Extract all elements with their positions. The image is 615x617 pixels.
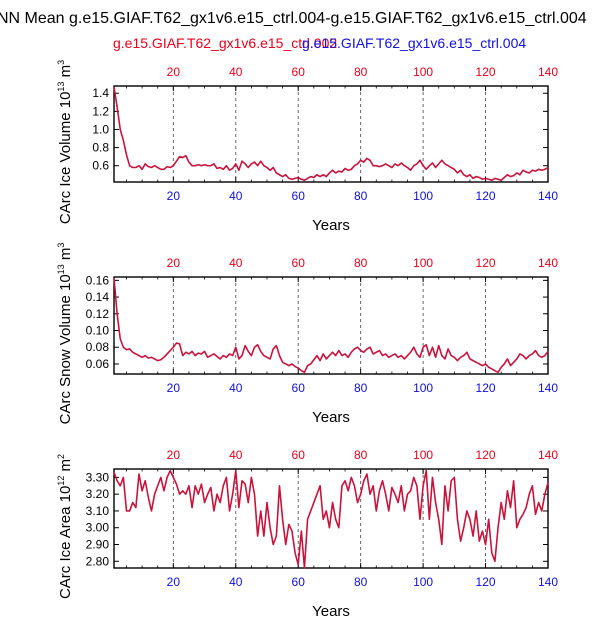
x-tick-label: 100: [413, 381, 433, 395]
x-tick-label: 60: [292, 575, 306, 589]
x-tick-label-top: 140: [538, 448, 558, 462]
x-tick-label: 20: [167, 381, 181, 395]
x-axis-label: Years: [312, 409, 350, 426]
x-tick-label-top: 60: [292, 448, 306, 462]
x-tick-label: 40: [229, 575, 243, 589]
x-axis-label: Years: [312, 603, 350, 617]
plot-frame: [113, 276, 549, 375]
plot-frame: [113, 85, 549, 183]
panel-1: 20 20 40 40 60 60 80 80 100 100 120 120 140 140 1.4 1.2…: [56, 60, 558, 234]
x-tick-label: 80: [354, 575, 368, 589]
x-tick-label-top: 100: [413, 65, 433, 79]
plot-frame: [113, 468, 549, 569]
x-tick-label-top: 40: [229, 65, 243, 79]
x-tick-label-top: 60: [292, 65, 306, 79]
y-tick-label: 0.12: [86, 307, 110, 321]
y-tick-label: 1.0: [92, 122, 109, 136]
x-tick-label: 60: [292, 189, 306, 203]
x-tick-label: 140: [538, 575, 558, 589]
x-tick-label-top: 80: [354, 448, 368, 462]
y-axis-label: CArc Snow Volume 1013 m3: [56, 243, 74, 425]
y-tick-label: 3.00: [86, 521, 110, 535]
x-tick-label-top: 20: [167, 256, 181, 270]
x-tick-label-top: 80: [354, 256, 368, 270]
y-tick-label: 1.4: [92, 86, 109, 100]
y-axis-label: CArc Ice Area 1012 m2: [56, 454, 74, 599]
x-tick-label: 80: [354, 189, 368, 203]
x-tick-label-top: 140: [538, 65, 558, 79]
x-tick-label: 140: [538, 189, 558, 203]
y-tick-label: 0.8: [92, 141, 109, 155]
x-tick-label-top: 20: [167, 65, 181, 79]
x-tick-label: 60: [292, 381, 306, 395]
y-tick-label: 3.10: [86, 504, 110, 518]
y-tick-label: 1.2: [92, 104, 109, 118]
series-line: [113, 277, 549, 374]
x-tick-label: 140: [538, 381, 558, 395]
legend-case2: g.e15.GIAF.T62_gx1v6.e15_ctrl.004: [302, 35, 526, 51]
x-tick-label: 20: [167, 189, 181, 203]
x-tick-label-top: 40: [229, 448, 243, 462]
panel-3: 20 20 40 40 60 60 80 80 100 100 120 120 140 140 3.30 3.…: [56, 448, 558, 617]
y-tick-label: 0.16: [86, 273, 110, 287]
y-tick-label: 0.10: [86, 324, 110, 338]
x-tick-label-top: 120: [476, 448, 496, 462]
x-tick-label: 40: [229, 189, 243, 203]
x-tick-label-top: 20: [167, 448, 181, 462]
y-tick-label: 0.14: [86, 290, 110, 304]
y-axis-label: CArc Ice Volume 1013 m3: [56, 60, 74, 224]
series-line: [113, 469, 549, 569]
x-tick-label: 100: [413, 189, 433, 203]
x-tick-label: 100: [413, 575, 433, 589]
y-tick-label: 3.30: [86, 470, 110, 484]
x-tick-label: 80: [354, 381, 368, 395]
legend-case1: g.e15.GIAF.T62_gx1v6.e15_ctrl.002: [113, 35, 337, 51]
x-tick-label: 20: [167, 575, 181, 589]
panel-2: 20 20 40 40 60 60 80 80 100 100 120 120 140 140 0.16 0.…: [56, 243, 558, 426]
x-tick-label-top: 100: [413, 256, 433, 270]
y-tick-label: 0.08: [86, 340, 110, 354]
x-tick-label-top: 60: [292, 256, 306, 270]
y-tick-label: 2.90: [86, 538, 110, 552]
y-tick-label: 2.80: [86, 554, 110, 568]
series-line: [113, 86, 549, 181]
x-tick-label: 120: [476, 189, 496, 203]
x-tick-label-top: 40: [229, 256, 243, 270]
x-tick-label-top: 140: [538, 256, 558, 270]
x-tick-label-top: 80: [354, 65, 368, 79]
x-tick-label-top: 100: [413, 448, 433, 462]
y-tick-label: 3.20: [86, 487, 110, 501]
x-tick-label-top: 120: [476, 65, 496, 79]
x-tick-label: 120: [476, 381, 496, 395]
y-tick-label: 0.06: [86, 357, 110, 371]
main-title: NN Mean g.e15.GIAF.T62_gx1v6.e15_ctrl.00…: [0, 10, 587, 27]
x-tick-label: 120: [476, 575, 496, 589]
x-axis-label: Years: [312, 217, 350, 234]
x-tick-label: 40: [229, 381, 243, 395]
x-tick-label-top: 120: [476, 256, 496, 270]
y-tick-label: 0.6: [92, 159, 109, 173]
